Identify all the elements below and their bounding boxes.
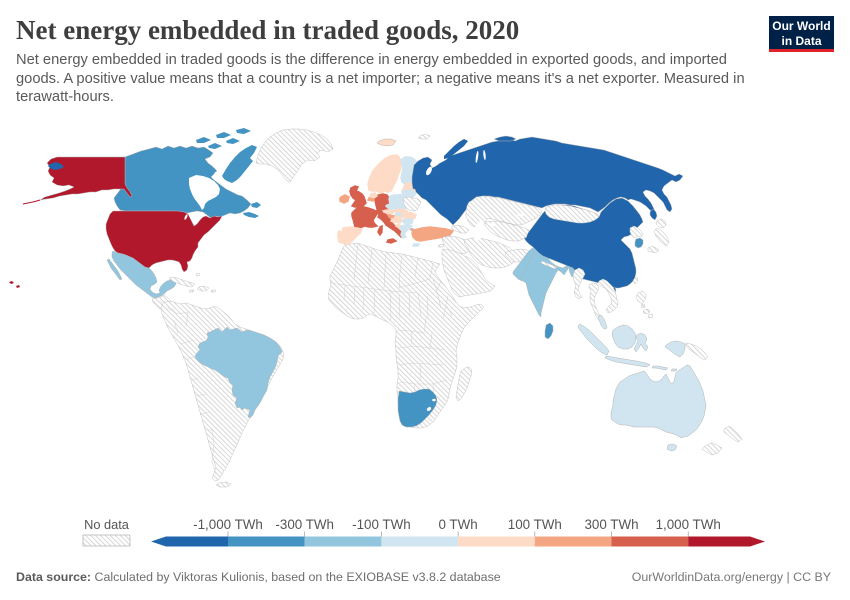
svg-text:-1,000 TWh: -1,000 TWh (193, 517, 263, 532)
svg-text:No data: No data (84, 517, 130, 532)
svg-text:1,000 TWh: 1,000 TWh (656, 517, 721, 532)
svg-text:-100 TWh: -100 TWh (352, 517, 411, 532)
svg-text:100 TWh: 100 TWh (508, 517, 562, 532)
svg-text:0 TWh: 0 TWh (438, 517, 477, 532)
svg-text:-300 TWh: -300 TWh (275, 517, 334, 532)
svg-text:300 TWh: 300 TWh (584, 517, 638, 532)
